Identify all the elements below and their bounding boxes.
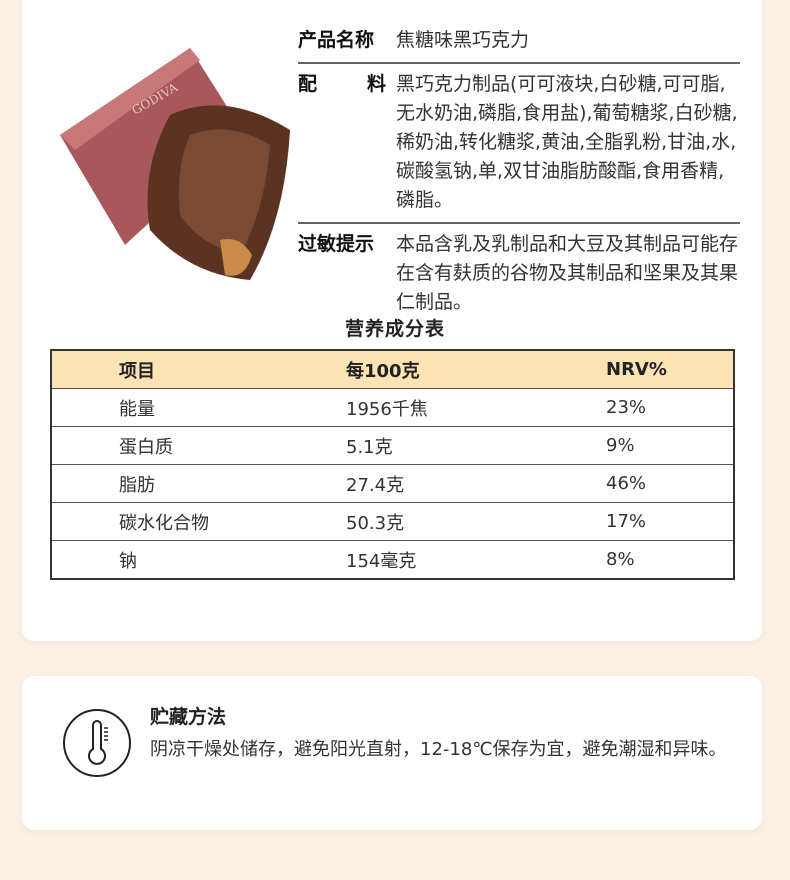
product-name-row: 产品名称 焦糖味黑巧克力: [298, 26, 740, 55]
allergen-row: 过敏提示 本品含乳及乳制品和大豆及其制品可能存在含有麸质的谷物及其制品和坚果及其…: [298, 230, 740, 317]
table-header-row: 项目 每100克 NRV%: [51, 350, 734, 389]
divider: [298, 62, 740, 64]
storage-card: [22, 676, 762, 830]
per-100g-value: 27.4克: [346, 464, 606, 503]
divider: [298, 222, 740, 224]
nutrient-name: 能量: [51, 388, 346, 427]
wrapper-shape: [60, 48, 245, 245]
per-100g-value: 5.1克: [346, 426, 606, 465]
per-100g-value: 50.3克: [346, 502, 606, 541]
storage-text: 阴凉干燥处储存，避免阳光直射，12-18℃保存为宜，避免潮湿和异味。: [150, 739, 727, 760]
product-info: 产品名称 焦糖味黑巧克力 配料 黑巧克力制品(可可液块,白砂糖,可可脂,无水奶油…: [298, 26, 740, 317]
nutrient-name: 脂肪: [51, 464, 346, 503]
per-100g-value: 1956千焦: [346, 388, 606, 427]
header-nrv: NRV%: [606, 350, 734, 389]
nutrient-name: 碳水化合物: [51, 502, 346, 541]
per-100g-value: 154毫克: [346, 540, 606, 580]
ingredients-value: 黑巧克力制品(可可液块,白砂糖,可可脂,无水奶油,磷脂,食用盐),葡萄糖浆,白砂…: [396, 73, 738, 211]
nutrition-table: 项目 每100克 NRV% 能量 1956千焦 23% 蛋白质 5.1克 9% 脂肪 27.4…: [50, 349, 735, 580]
product-image: GODIVA: [60, 48, 290, 280]
header-item: 项目: [51, 350, 346, 389]
thermometer-icon: [63, 709, 131, 777]
ingredients-row: 配料 黑巧克力制品(可可液块,白砂糖,可可脂,无水奶油,磷脂,食用盐),葡萄糖浆…: [298, 70, 740, 215]
nrv-value: 9%: [606, 426, 734, 465]
nutrient-name: 蛋白质: [51, 426, 346, 465]
product-name-value: 焦糖味黑巧克力: [396, 29, 530, 51]
table-row: 能量 1956千焦 23%: [51, 388, 734, 427]
nutrition-title: 营养成分表: [344, 318, 445, 340]
ingredients-label: 配料: [298, 70, 386, 215]
ingredients-label-2: 料: [366, 73, 386, 95]
nrv-value: 17%: [606, 502, 734, 541]
nutrient-name: 钠: [51, 540, 346, 580]
nrv-value: 46%: [606, 464, 734, 503]
allergen-value: 本品含乳及乳制品和大豆及其制品可能存在含有麸质的谷物及其制品和坚果及其果仁制品。: [396, 233, 739, 313]
table-row: 蛋白质 5.1克 9%: [51, 426, 734, 465]
table-row: 钠 154毫克 8%: [51, 540, 734, 580]
ingredients-label-1: 配: [298, 73, 318, 95]
storage-title: 贮藏方法: [150, 706, 227, 728]
product-name-label: 产品名称: [298, 29, 375, 51]
header-per-100g: 每100克: [346, 350, 606, 389]
nrv-value: 23%: [606, 388, 734, 427]
table-row: 碳水化合物 50.3克 17%: [51, 502, 734, 541]
table-row: 脂肪 27.4克 46%: [51, 464, 734, 503]
allergen-label: 过敏提示: [298, 233, 375, 255]
nrv-value: 8%: [606, 540, 734, 580]
